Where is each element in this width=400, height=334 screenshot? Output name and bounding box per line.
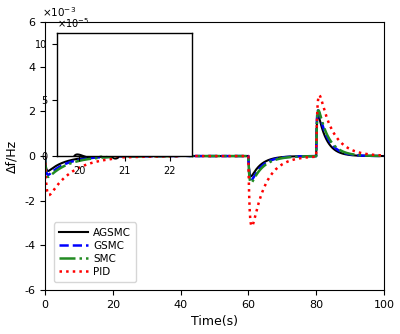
GSMC: [382, 154, 386, 158]
SMC: [382, 154, 386, 158]
AGSMC: [260, 161, 265, 165]
AGSMC: [382, 154, 386, 158]
AGSMC: [203, 154, 208, 158]
SMC: [316, 108, 321, 112]
GSMC: [285, 155, 290, 159]
PID: [382, 154, 386, 158]
Text: $\times10^{-3}$: $\times10^{-3}$: [42, 5, 76, 19]
Line: SMC: SMC: [45, 110, 384, 183]
GSMC: [42, 154, 47, 158]
AGSMC: [248, 174, 253, 178]
SMC: [248, 179, 252, 183]
X-axis label: Time(s): Time(s): [191, 315, 238, 328]
PID: [248, 213, 252, 217]
PID: [317, 93, 322, 97]
SMC: [285, 155, 290, 159]
AGSMC: [360, 154, 364, 158]
GSMC: [127, 154, 132, 158]
PID: [127, 155, 132, 159]
GSMC: [249, 179, 254, 183]
AGSMC: [42, 154, 47, 158]
SMC: [249, 181, 254, 185]
SMC: [203, 154, 208, 158]
PID: [285, 160, 290, 164]
Line: GSMC: GSMC: [45, 110, 384, 181]
SMC: [127, 154, 132, 158]
PID: [360, 151, 364, 155]
SMC: [42, 154, 47, 158]
GSMC: [260, 163, 265, 167]
PID: [42, 154, 47, 158]
SMC: [360, 153, 364, 157]
SMC: [260, 165, 265, 169]
GSMC: [360, 154, 364, 158]
AGSMC: [316, 113, 320, 117]
GSMC: [248, 177, 252, 181]
GSMC: [316, 108, 320, 112]
AGSMC: [127, 154, 132, 158]
PID: [260, 189, 265, 193]
Y-axis label: Δf/Hz: Δf/Hz: [6, 140, 18, 173]
GSMC: [203, 154, 208, 158]
PID: [250, 224, 254, 228]
Line: AGSMC: AGSMC: [45, 115, 384, 176]
PID: [203, 154, 208, 158]
Line: PID: PID: [45, 95, 384, 226]
AGSMC: [285, 155, 290, 159]
Legend: AGSMC, GSMC, SMC, PID: AGSMC, GSMC, SMC, PID: [54, 222, 136, 282]
AGSMC: [248, 173, 252, 177]
